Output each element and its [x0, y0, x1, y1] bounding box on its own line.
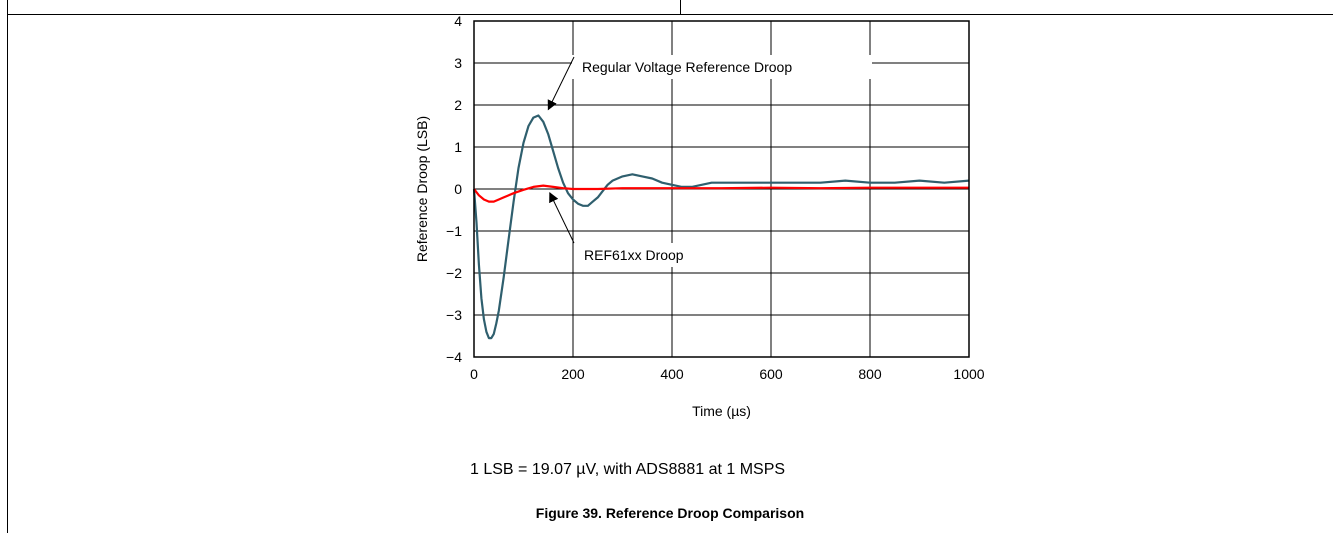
y-tick-label: 2: [454, 97, 462, 113]
y-tick-label: −1: [446, 223, 462, 239]
annotation-arrow-ref61xx: [549, 191, 575, 244]
page-frame-left-border: [7, 0, 8, 533]
y-tick-label: −3: [446, 307, 462, 323]
y-axis-label: Reference Droop (LSB): [414, 116, 430, 262]
annotation-box-ref61xx: [576, 243, 716, 267]
x-axis-label: Time (µs): [692, 403, 751, 419]
x-tick-label: 0: [470, 366, 478, 382]
annotation-label-regular: Regular Voltage Reference Droop: [582, 59, 792, 75]
annotation-label-ref61xx: REF61xx Droop: [584, 247, 684, 263]
y-tick-label: −4: [446, 349, 462, 365]
page-frame-column-divider: [680, 0, 681, 15]
annotation-box-regular: [572, 55, 872, 79]
x-tick-label: 400: [660, 366, 684, 382]
y-tick-label: 4: [454, 13, 462, 29]
y-tick-label: 0: [454, 181, 462, 197]
series-line-0: [472, 114, 970, 340]
x-tick-label: 600: [759, 366, 783, 382]
page-frame-top-border: [7, 14, 1333, 15]
lsb-footnote: 1 LSB = 19.07 µV, with ADS8881 at 1 MSPS: [470, 461, 786, 478]
x-tick-label: 200: [561, 366, 585, 382]
x-tick-label: 1000: [953, 366, 984, 382]
x-tick-label: 800: [858, 366, 882, 382]
y-tick-label: 1: [454, 139, 462, 155]
y-tick-label: 3: [454, 55, 462, 71]
figure-caption: Figure 39. Reference Droop Comparison: [535, 505, 805, 521]
series-line-1: [473, 184, 969, 203]
annotation-arrow-regular: [547, 56, 575, 111]
y-tick-label: −2: [446, 265, 462, 281]
plot-area-border: [473, 20, 970, 358]
